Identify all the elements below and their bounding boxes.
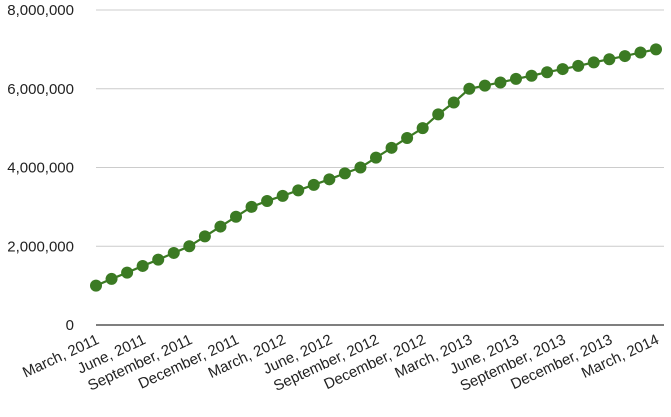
data-point: [276, 189, 289, 202]
data-point: [90, 279, 102, 292]
data-point: [183, 240, 196, 253]
data-point: [198, 230, 211, 243]
data-point: [136, 259, 149, 272]
data-point: [401, 131, 414, 144]
data-point: [572, 59, 585, 72]
data-point: [323, 173, 336, 186]
data-point: [603, 53, 616, 66]
data-point: [245, 200, 258, 213]
data-point: [634, 46, 647, 59]
data-point: [494, 76, 507, 89]
data-point: [292, 184, 305, 197]
data-point: [370, 151, 382, 164]
data-point: [432, 108, 445, 121]
data-point: [385, 141, 398, 154]
data-point: [510, 72, 522, 85]
data-point: [463, 82, 476, 95]
data-point: [214, 220, 227, 233]
data-point: [230, 210, 242, 223]
data-point: [152, 253, 165, 266]
data-point: [354, 161, 367, 174]
y-tick-label: 0: [66, 317, 74, 334]
data-point: [478, 79, 491, 92]
data-point: [416, 122, 429, 135]
data-point: [618, 50, 631, 63]
data-point: [525, 69, 538, 82]
data-point: [447, 96, 460, 109]
data-point: [587, 56, 600, 69]
data-point: [338, 167, 351, 180]
grid-lines: [96, 9, 664, 326]
y-tick-label: 8,000,000: [7, 2, 74, 19]
data-point: [556, 63, 569, 76]
data-point: [105, 272, 118, 285]
data-point: [261, 194, 274, 207]
data-point: [167, 246, 180, 259]
series-points: [90, 43, 662, 292]
y-tick-label: 4,000,000: [7, 160, 74, 177]
data-point: [541, 66, 554, 79]
y-axis-tick-labels: 0 2,000,000 4,000,000 6,000,000 8,000,000: [7, 2, 74, 334]
y-tick-label: 2,000,000: [7, 238, 74, 255]
data-point: [121, 266, 134, 279]
y-tick-label: 6,000,000: [7, 81, 74, 98]
data-point: [650, 43, 662, 56]
data-point: [307, 178, 320, 191]
